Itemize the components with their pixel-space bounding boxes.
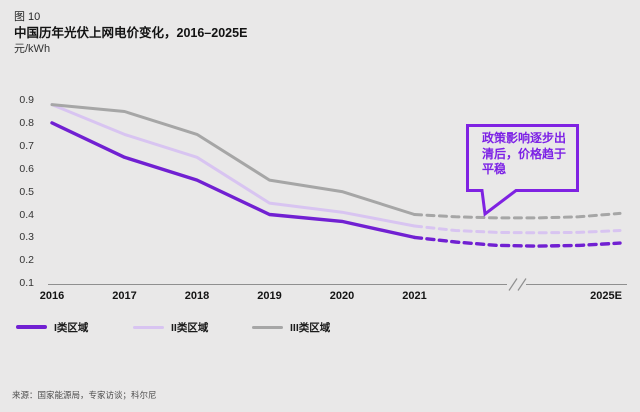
y-axis-unit-label: 元/kWh <box>14 43 51 55</box>
y-tick-label: 0.4 <box>19 208 34 221</box>
x-tick-label: 2021 <box>402 290 427 302</box>
x-tick-label: 2018 <box>184 290 210 302</box>
y-tick-label: 0.2 <box>19 254 34 267</box>
series-line-forecast-I类区域 <box>412 235 622 248</box>
x-tick-label: 2017 <box>112 290 137 302</box>
x-tick-label: 2019 <box>257 290 282 302</box>
legend-item: III类区域 <box>252 320 330 334</box>
axis-break-slash <box>508 278 518 291</box>
legend-swatch-icon <box>252 325 283 329</box>
legend-label: II类区域 <box>171 321 209 334</box>
series-line-forecast-III类区域 <box>413 211 622 220</box>
source-note: 来源：国家能源局，专家访谈；科尔尼 <box>12 390 157 400</box>
y-tick-label: 0.5 <box>19 185 34 198</box>
y-tick-label: 0.3 <box>19 231 34 244</box>
figure-title: 中国历年光伏上网电价变化，2016–2025E <box>14 26 248 40</box>
legend-swatch-icon <box>16 325 47 329</box>
x-tick-label: 2025E <box>590 290 622 302</box>
series-line-solid-II类区域 <box>50 103 416 228</box>
y-tick-label: 0.8 <box>19 116 34 129</box>
annotation-callout-bubble <box>466 124 579 217</box>
y-tick-label: 0.6 <box>19 162 34 175</box>
annotation-callout-text: 政策影响逐步出清后，价格趋于平稳 <box>482 131 567 176</box>
axis-break-slash <box>517 278 527 291</box>
y-tick-label: 0.7 <box>19 139 34 152</box>
series-line-solid-I类区域 <box>50 121 417 240</box>
legend-item: I类区域 <box>16 320 88 334</box>
y-tick-label: 0.9 <box>19 94 34 106</box>
x-tick-label: 2016 <box>39 290 65 302</box>
x-tick-label: 2020 <box>329 290 355 302</box>
figure-label: 图 10 <box>14 11 41 23</box>
legend-label: III类区域 <box>290 321 331 334</box>
legend-label: I类区域 <box>54 321 89 334</box>
legend-item: II类区域 <box>133 320 208 334</box>
y-tick-label: 0.1 <box>19 277 34 290</box>
legend-swatch-icon <box>133 325 164 329</box>
series-line-forecast-II类区域 <box>413 224 622 235</box>
series-line-solid-III类区域 <box>50 103 416 216</box>
